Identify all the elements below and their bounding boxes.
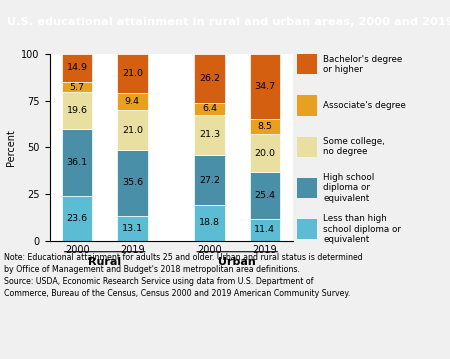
Bar — [250, 135, 280, 172]
Bar — [297, 178, 317, 198]
Text: 21.0: 21.0 — [122, 126, 143, 135]
Bar — [250, 219, 280, 241]
Bar — [250, 172, 280, 219]
Bar — [194, 54, 225, 103]
Bar — [250, 118, 280, 135]
Bar — [62, 82, 92, 93]
Bar — [62, 196, 92, 241]
Bar — [194, 103, 225, 115]
Bar — [117, 216, 148, 241]
Text: 6.4: 6.4 — [202, 104, 217, 113]
Text: 35.6: 35.6 — [122, 178, 143, 187]
Bar — [194, 115, 225, 155]
Bar — [117, 150, 148, 216]
Bar — [62, 93, 92, 129]
Bar — [297, 54, 317, 74]
Text: 13.1: 13.1 — [122, 224, 143, 233]
Text: 21.0: 21.0 — [122, 69, 143, 78]
Bar — [62, 129, 92, 196]
Text: 34.7: 34.7 — [254, 82, 275, 91]
Text: U.S. educational attainment in rural and urban areas, 2000 and 2019: U.S. educational attainment in rural and… — [7, 17, 450, 27]
Bar — [194, 205, 225, 241]
Bar — [194, 155, 225, 205]
Bar — [117, 93, 148, 111]
Text: 25.4: 25.4 — [254, 191, 275, 200]
Text: 18.8: 18.8 — [199, 219, 220, 228]
Text: Some college,
no degree: Some college, no degree — [323, 137, 385, 157]
Text: 11.4: 11.4 — [254, 225, 275, 234]
Text: Less than high
school diploma or
equivalent: Less than high school diploma or equival… — [323, 214, 401, 244]
Text: 27.2: 27.2 — [199, 176, 220, 185]
Text: Urban: Urban — [218, 257, 256, 267]
Text: 20.0: 20.0 — [254, 149, 275, 158]
Bar — [297, 95, 317, 116]
Bar — [250, 54, 280, 118]
Text: Associate's degree: Associate's degree — [323, 101, 406, 110]
Text: Rural: Rural — [88, 257, 122, 267]
Text: High school
diploma or
equivalent: High school diploma or equivalent — [323, 173, 374, 203]
Text: 19.6: 19.6 — [67, 106, 88, 115]
Text: 26.2: 26.2 — [199, 74, 220, 83]
Text: 8.5: 8.5 — [257, 122, 272, 131]
Text: 21.3: 21.3 — [199, 130, 220, 139]
Bar — [297, 137, 317, 157]
Bar — [297, 219, 317, 239]
Y-axis label: Percent: Percent — [6, 129, 16, 165]
Bar — [117, 111, 148, 150]
Text: Note: Educational attainment for adults 25 and older. Urban and rural status is : Note: Educational attainment for adults … — [4, 253, 363, 298]
Text: 9.4: 9.4 — [125, 97, 140, 106]
Text: 14.9: 14.9 — [67, 64, 88, 73]
Text: Bachelor's degree
or higher: Bachelor's degree or higher — [323, 55, 402, 74]
Text: 5.7: 5.7 — [70, 83, 85, 92]
Bar — [62, 54, 92, 82]
Bar — [117, 53, 148, 93]
Text: 23.6: 23.6 — [67, 214, 88, 223]
Text: 36.1: 36.1 — [67, 158, 88, 167]
